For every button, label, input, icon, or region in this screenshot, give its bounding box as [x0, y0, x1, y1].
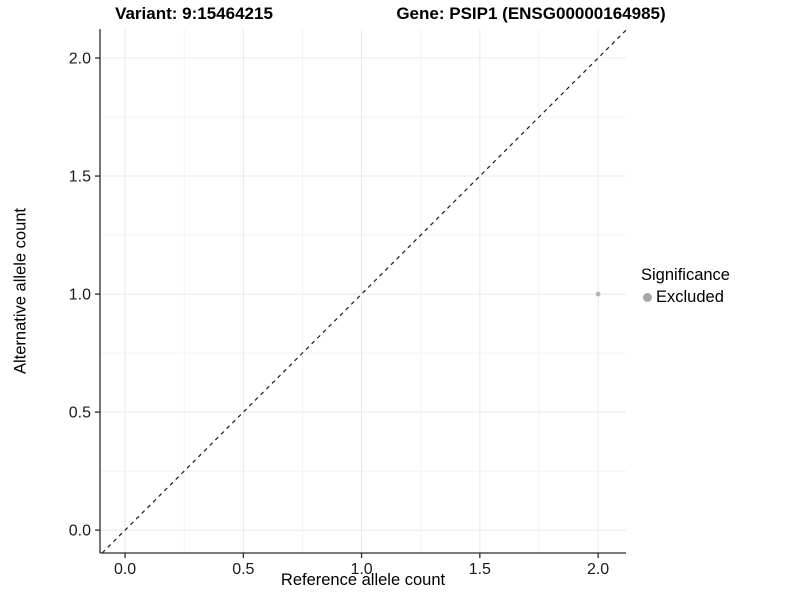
variant-title: Variant: 9:15464215 — [115, 4, 273, 23]
legend: Significance Excluded — [641, 266, 730, 307]
x-axis-title: Reference allele count — [280, 571, 446, 589]
legend-point-icon — [643, 293, 652, 302]
y-axis-title: Alternative allele count — [11, 207, 30, 375]
x-tick-label: 2.0 — [587, 561, 609, 578]
x-tick-label: 1.5 — [469, 561, 491, 578]
x-tick-label: 0.0 — [114, 561, 136, 578]
x-tick-label: 0.5 — [232, 561, 254, 578]
y-tick-label: 0.0 — [69, 523, 91, 540]
legend-entry-label: Excluded — [656, 288, 724, 306]
gene-title: Gene: PSIP1 (ENSG00000164985) — [396, 4, 666, 23]
data-point — [595, 291, 601, 297]
identity-line — [101, 29, 627, 554]
legend-title: Significance — [641, 266, 730, 284]
y-tick-label: 1.0 — [69, 287, 91, 304]
y-tick-label: 1.5 — [69, 169, 91, 186]
x-tick-label: 1.0 — [350, 561, 372, 578]
legend-entry-excluded: Excluded — [643, 288, 730, 307]
y-tick-label: 2.0 — [69, 51, 91, 68]
y-tick-label: 0.5 — [69, 405, 91, 422]
